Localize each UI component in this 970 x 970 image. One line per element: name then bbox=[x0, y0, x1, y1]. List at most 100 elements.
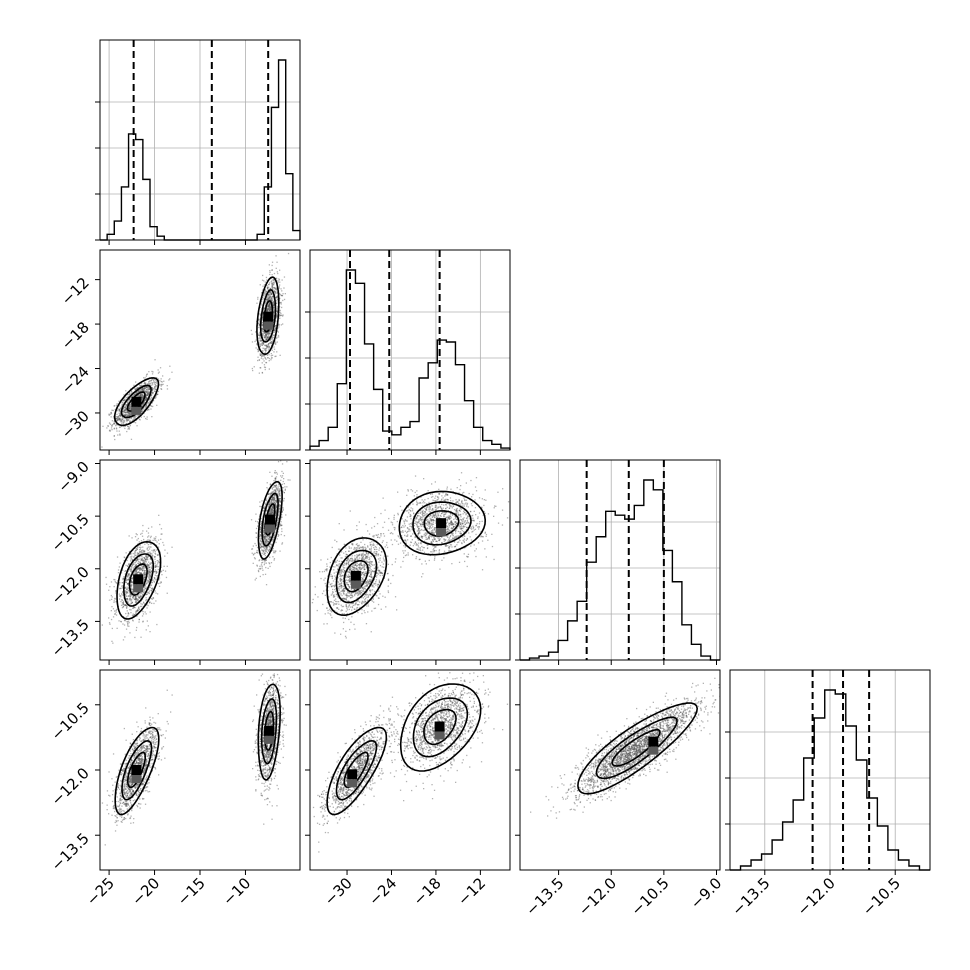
sample-point bbox=[139, 388, 141, 390]
sample-point bbox=[132, 394, 134, 397]
sample-point bbox=[158, 371, 160, 373]
sample-point bbox=[142, 621, 144, 623]
sample-point bbox=[145, 398, 147, 400]
sample-point bbox=[266, 297, 268, 299]
sample-point bbox=[262, 294, 265, 296]
sample-point bbox=[269, 536, 271, 538]
sample-point bbox=[277, 327, 279, 329]
sample-point bbox=[269, 510, 271, 513]
sample-point bbox=[281, 486, 283, 489]
sample-point bbox=[130, 570, 132, 572]
sample-point bbox=[124, 414, 126, 416]
sample-point bbox=[273, 303, 275, 305]
sample-point bbox=[129, 413, 131, 415]
sample-point bbox=[130, 593, 132, 595]
sample-point bbox=[119, 418, 121, 420]
sample-point bbox=[265, 566, 267, 569]
sample-point bbox=[139, 567, 141, 569]
sample-point bbox=[145, 396, 147, 398]
sample-point bbox=[119, 414, 121, 416]
sample-point bbox=[130, 593, 132, 595]
sample-point bbox=[154, 590, 156, 592]
sample-point bbox=[275, 317, 278, 319]
sample-point bbox=[146, 373, 148, 375]
sample-point bbox=[261, 541, 263, 543]
sample-point bbox=[268, 330, 270, 333]
sample-point bbox=[140, 567, 142, 569]
sample-point bbox=[127, 412, 129, 414]
sample-point bbox=[258, 568, 260, 570]
sample-point bbox=[119, 595, 121, 597]
sample-point bbox=[143, 387, 145, 390]
sample-point bbox=[268, 308, 270, 310]
sample-point bbox=[136, 558, 139, 560]
sample-point bbox=[134, 394, 136, 396]
sample-point bbox=[128, 407, 130, 409]
sample-point bbox=[154, 385, 157, 387]
sample-point bbox=[111, 606, 113, 608]
sample-point bbox=[163, 380, 165, 382]
sample-point bbox=[115, 590, 117, 592]
sample-point bbox=[144, 576, 146, 579]
sample-point bbox=[133, 563, 135, 565]
sample-point bbox=[113, 405, 115, 407]
sample-point bbox=[266, 307, 268, 309]
sample-point bbox=[149, 558, 152, 560]
sample-point bbox=[147, 604, 149, 607]
sample-point bbox=[267, 305, 269, 307]
sample-point bbox=[132, 581, 134, 584]
sample-point bbox=[144, 574, 146, 576]
sample-point bbox=[263, 331, 265, 333]
sample-point bbox=[145, 573, 147, 575]
sample-point bbox=[122, 411, 125, 413]
sample-point bbox=[273, 287, 276, 289]
sample-point bbox=[140, 572, 142, 574]
sample-point bbox=[277, 490, 279, 492]
sample-point bbox=[120, 407, 122, 409]
sample-point bbox=[143, 400, 145, 402]
sample-point bbox=[129, 603, 132, 605]
sample-point bbox=[130, 593, 132, 595]
sample-point bbox=[132, 591, 134, 593]
sample-point bbox=[265, 330, 267, 332]
sample-point bbox=[137, 598, 139, 600]
sample-point bbox=[142, 593, 144, 595]
sample-point bbox=[279, 550, 281, 552]
sample-point bbox=[146, 586, 148, 588]
sample-point bbox=[259, 354, 261, 356]
sample-point bbox=[119, 409, 121, 411]
sample-point bbox=[266, 347, 268, 349]
sample-point bbox=[272, 301, 274, 304]
sample-point bbox=[263, 284, 266, 286]
sample-point bbox=[169, 365, 171, 367]
sample-point bbox=[148, 571, 150, 573]
sample-point bbox=[135, 569, 137, 571]
sample-point bbox=[143, 551, 145, 553]
sample-point bbox=[126, 404, 128, 406]
sample-point bbox=[151, 402, 153, 404]
sample-point bbox=[142, 402, 144, 405]
sample-point bbox=[111, 596, 113, 598]
sample-point bbox=[259, 529, 261, 531]
sample-point bbox=[264, 336, 266, 339]
sample-point bbox=[130, 602, 132, 604]
sample-point bbox=[149, 575, 151, 577]
sample-point bbox=[143, 382, 146, 384]
sample-point bbox=[155, 391, 157, 393]
sample-point bbox=[141, 395, 144, 397]
sample-point bbox=[278, 499, 280, 502]
sample-point bbox=[270, 330, 272, 332]
sample-point bbox=[134, 552, 136, 554]
sample-point bbox=[254, 552, 256, 554]
sample-point bbox=[121, 419, 123, 421]
sample-point bbox=[122, 639, 125, 641]
sample-point bbox=[161, 381, 163, 383]
sample-point bbox=[159, 551, 161, 553]
sample-point bbox=[269, 330, 272, 332]
sample-point bbox=[135, 597, 138, 600]
sample-point bbox=[278, 493, 280, 495]
sample-point bbox=[139, 563, 142, 565]
sample-point bbox=[154, 564, 157, 566]
sample-point bbox=[268, 535, 270, 538]
sample-point bbox=[257, 348, 259, 350]
